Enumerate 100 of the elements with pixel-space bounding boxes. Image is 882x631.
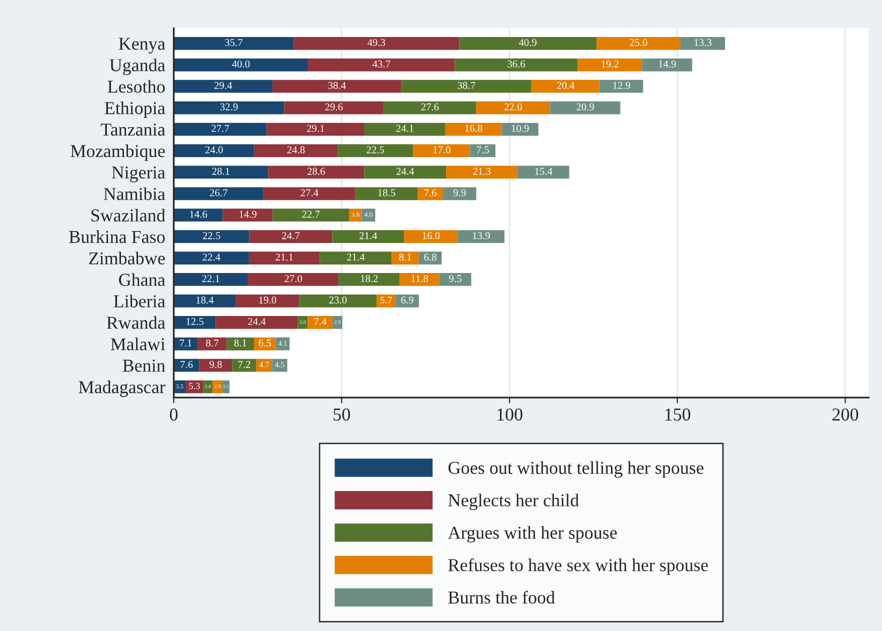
bar <box>332 230 404 244</box>
bar <box>198 337 227 350</box>
data-label: 20.4 <box>556 82 575 89</box>
bar <box>174 144 254 158</box>
bar <box>284 101 384 114</box>
bar <box>404 230 458 244</box>
y-tick-label: Lesotho <box>108 80 165 93</box>
bar <box>470 144 496 158</box>
y-tick-label: Ghana <box>119 273 166 286</box>
bar <box>459 36 596 50</box>
data-label: 22.1 <box>202 275 220 282</box>
bar <box>418 187 444 200</box>
bar <box>174 316 216 329</box>
x-tick-label: 200 <box>832 408 858 421</box>
bar <box>362 208 376 222</box>
data-label: 36.6 <box>508 60 526 68</box>
y-tick-label: Burkina Faso <box>69 230 165 244</box>
data-label: 25.0 <box>630 38 648 46</box>
bar <box>298 316 308 329</box>
bar <box>222 380 230 394</box>
data-label: 5.3 <box>189 382 200 390</box>
bar <box>338 144 414 158</box>
text: Refuses to have sex with her spouse <box>448 558 708 575</box>
bar <box>458 230 504 244</box>
bar <box>263 187 356 200</box>
bar <box>174 58 308 72</box>
data-label: 7.1 <box>180 340 192 347</box>
bar <box>226 337 254 350</box>
text: Burns the food <box>448 590 555 604</box>
text: Argues with her spouse <box>448 526 617 543</box>
data-label: 16.0 <box>422 232 440 240</box>
data-label: 17.0 <box>433 146 450 154</box>
data-label: 19.0 <box>259 296 276 304</box>
data-label: 26.7 <box>210 189 228 196</box>
bar <box>550 101 620 114</box>
y-tick-label: Zimbabwe <box>89 252 165 264</box>
bar <box>174 358 200 372</box>
data-label: 24.7 <box>282 232 300 240</box>
bar <box>174 337 198 350</box>
bar <box>384 101 476 114</box>
data-label: 16.8 <box>465 124 482 132</box>
bar <box>364 166 446 179</box>
data-label: 21.4 <box>360 232 378 240</box>
bar <box>443 187 476 200</box>
data-label: 8.1 <box>234 339 246 347</box>
data-label: 22.5 <box>366 146 384 154</box>
bar <box>174 101 284 114</box>
data-label: 7.5 <box>476 146 489 154</box>
data-label: 6.5 <box>258 339 272 347</box>
x-tick-label: 0 <box>170 408 178 421</box>
x-tick-label: 150 <box>665 408 690 421</box>
bar <box>413 144 470 158</box>
bar <box>600 80 644 93</box>
bar <box>236 294 300 308</box>
data-label: 8.7 <box>206 339 218 347</box>
data-label: 22.7 <box>302 210 320 218</box>
data-label: 19.2 <box>602 60 618 68</box>
data-label: 20.9 <box>576 103 594 110</box>
y-tick-label: Rwanda <box>106 316 166 329</box>
data-label: 10.9 <box>512 124 529 132</box>
data-label: 12.9 <box>613 82 630 89</box>
y-tick-label: Malawi <box>110 338 166 350</box>
text: Goes out without telling her spouse <box>448 461 704 478</box>
bar <box>216 316 298 329</box>
bar <box>642 58 692 72</box>
data-label: 18.5 <box>378 189 396 196</box>
x-tick-label: 100 <box>498 408 522 421</box>
y-tick-label: Benin <box>122 360 166 372</box>
bar <box>186 380 204 394</box>
data-label: 22.0 <box>504 103 522 110</box>
data-label: 6.8 <box>424 254 436 261</box>
x-tick-label: 50 <box>334 408 350 421</box>
bar <box>268 166 364 179</box>
data-label: 32.9 <box>220 103 238 110</box>
data-label: 9.8 <box>210 360 222 368</box>
data-label: 29.6 <box>325 103 343 110</box>
data-label: 18.4 <box>196 296 214 304</box>
bar <box>222 208 273 222</box>
bar <box>578 58 642 72</box>
data-label: 27.4 <box>300 189 318 196</box>
bar <box>254 144 338 158</box>
bar <box>199 358 232 372</box>
bar <box>401 80 532 93</box>
bar <box>248 273 339 286</box>
bar <box>174 252 249 264</box>
bar <box>174 294 236 308</box>
bar <box>392 252 419 264</box>
text: Neglects her child <box>448 494 579 510</box>
bar <box>364 122 446 136</box>
bar <box>308 316 333 329</box>
data-label: 7.6 <box>424 189 436 196</box>
data-label: 28.6 <box>307 168 325 175</box>
bar <box>349 208 362 222</box>
y-tick-label: Uganda <box>110 58 166 76</box>
y-tick-label: Madagascar <box>78 380 166 397</box>
bar <box>596 36 680 50</box>
y-tick-label: Nigeria <box>112 166 166 182</box>
data-label: 24.8 <box>287 146 305 154</box>
data-label: 29.4 <box>214 82 232 89</box>
bar <box>355 187 418 200</box>
